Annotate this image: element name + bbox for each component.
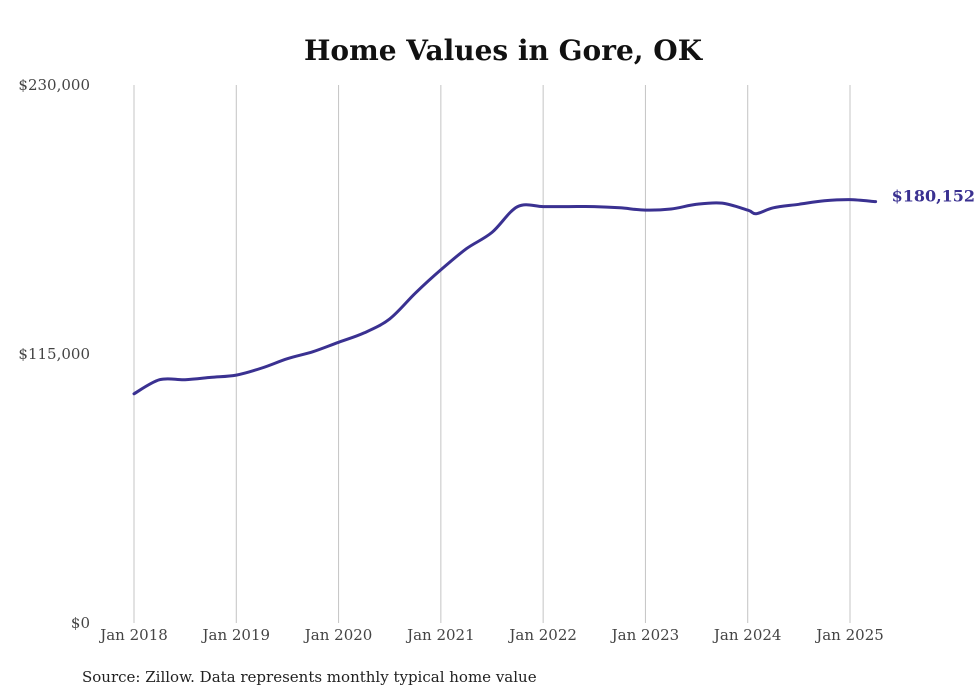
x-axis-ticks: Jan 2018 Jan 2019 Jan 2020 Jan 2021 Jan 2022…: [98, 626, 884, 644]
y-axis-ticks: $0 $115,000 $230,000: [18, 76, 90, 632]
x-tick-label: Jan 2019: [201, 626, 271, 644]
x-tick-label: Jan 2022: [507, 626, 577, 644]
x-tick-label: Jan 2020: [303, 626, 373, 644]
source-note: Source: Zillow. Data represents monthly …: [82, 668, 537, 686]
x-tick-label: Jan 2025: [814, 626, 884, 644]
x-tick-label: Jan 2023: [610, 626, 680, 644]
y-tick-label: $115,000: [18, 345, 90, 363]
end-value-label: $180,152: [892, 187, 976, 206]
home-value-line: [132, 198, 878, 396]
chart-title: Home Values in Gore, OK: [304, 34, 704, 67]
x-tick-label: Jan 2021: [405, 626, 475, 644]
x-tick-label: Jan 2024: [712, 626, 782, 644]
gridlines: [133, 85, 851, 623]
y-tick-label: $0: [71, 614, 90, 632]
series-layer: [132, 198, 878, 396]
y-tick-label: $230,000: [18, 76, 90, 94]
x-tick-label: Jan 2018: [98, 626, 168, 644]
